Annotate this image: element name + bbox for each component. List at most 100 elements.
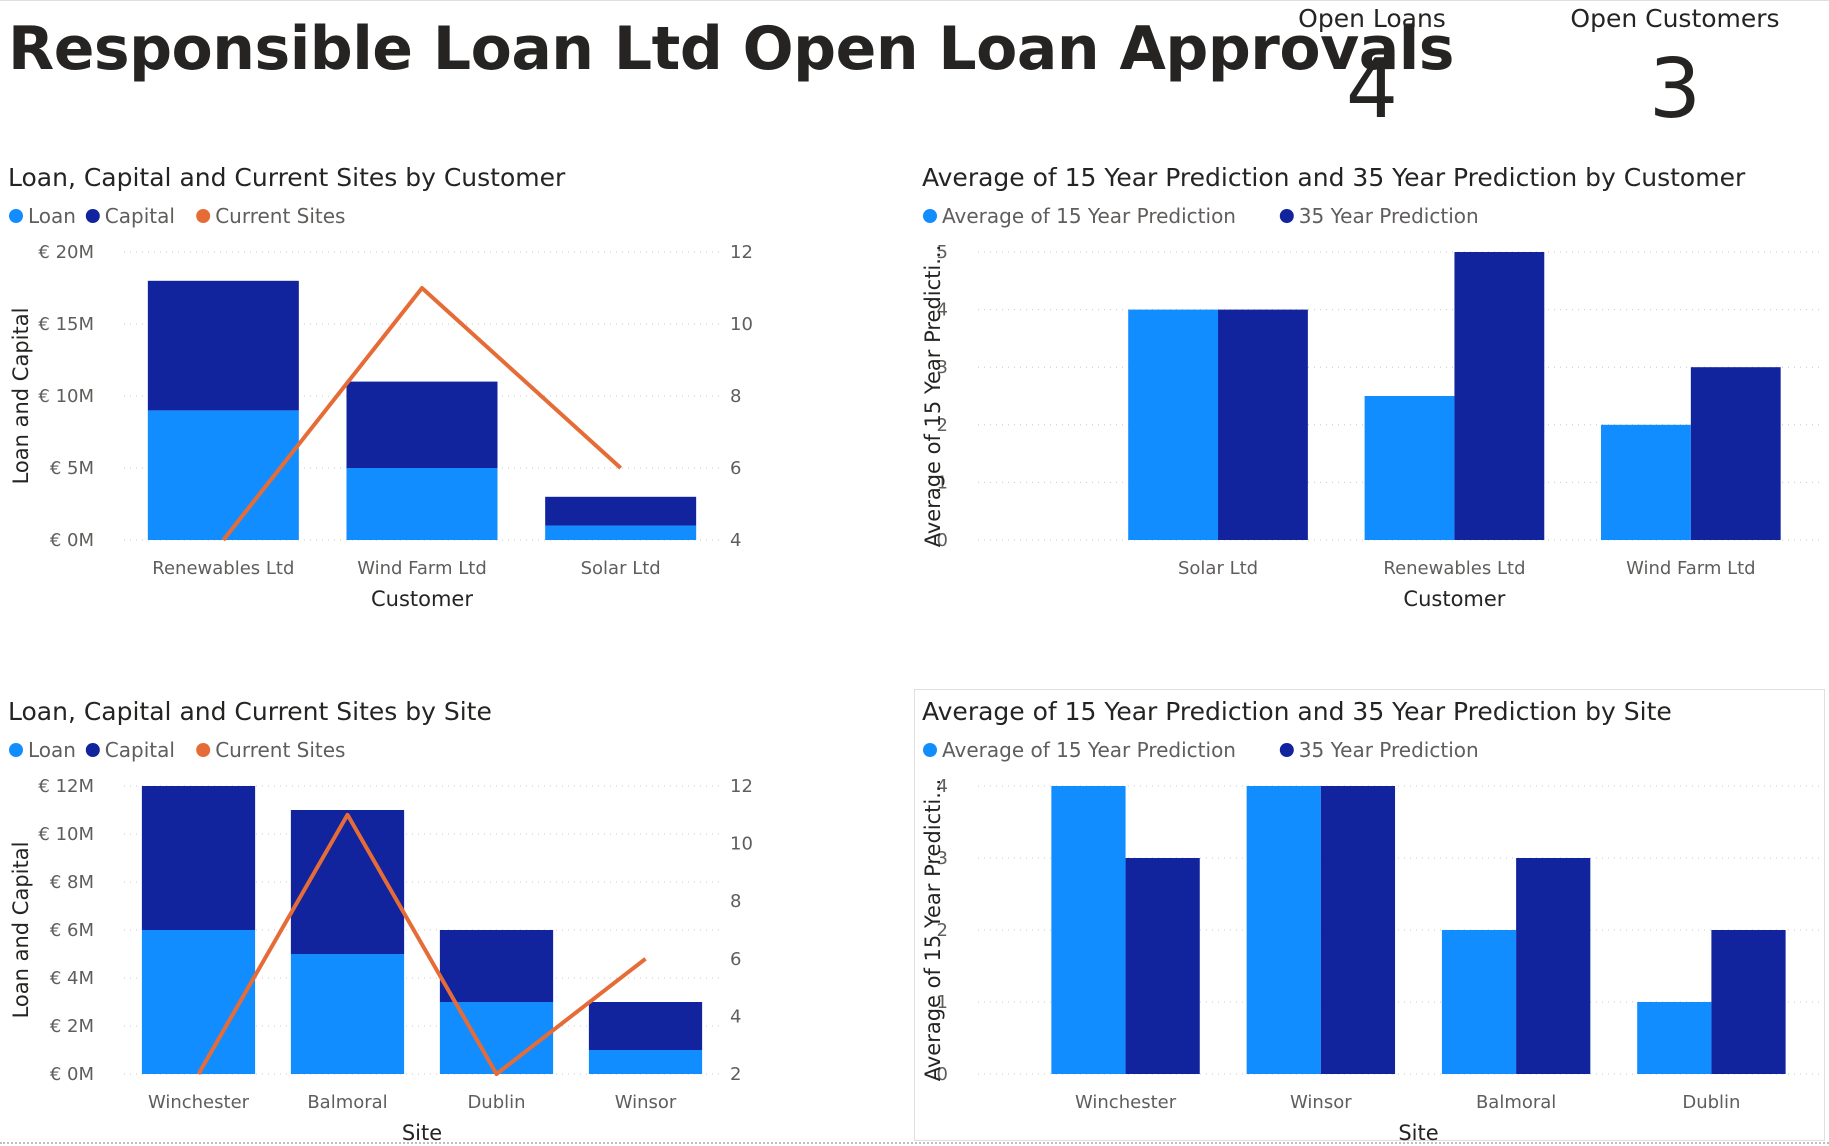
visual-cluster-customer[interactable]: Average of 15 Year Prediction and 35 Yea… — [914, 148, 1824, 618]
bar-35-year-winsor — [1320, 786, 1396, 1074]
bar-avg-15-year-winsor — [1246, 786, 1321, 1074]
legend-marker-0 — [9, 209, 23, 223]
open-customers-value: 3 — [1648, 42, 1702, 137]
y-axis-title: Loan and Capital — [9, 308, 33, 485]
y-tick-label: € 15M — [38, 314, 94, 335]
legend-marker-1 — [1279, 209, 1294, 223]
legend-label-0: Loan — [28, 204, 76, 228]
legend-label-2: Current Sites — [215, 738, 345, 762]
bar-loan-winchester — [141, 930, 256, 1074]
open-loans-label: Open Loans — [1298, 4, 1446, 33]
y-tick-label: € 12M — [38, 776, 94, 797]
x-tick-label: Wind Farm Ltd — [357, 558, 487, 579]
legend-marker-1 — [85, 743, 100, 757]
bar-avg-15-year-winchester — [1051, 786, 1126, 1074]
y-tick-label: 0 — [937, 1064, 948, 1085]
y-tick-label: 3 — [937, 848, 948, 869]
x-tick-label: Winsor — [1290, 1092, 1352, 1113]
bar-avg-15-year-wind-farm-ltd — [1601, 424, 1691, 540]
page-top-border — [0, 0, 1829, 1]
bar-avg-15-year-renewables-ltd — [1364, 396, 1455, 540]
legend-label-1: Capital — [105, 204, 175, 228]
y-tick-label: 1 — [937, 472, 948, 493]
chart-cluster-site: Average of 15 Year Prediction and 35 Yea… — [921, 697, 1824, 1144]
x-axis-title: Customer — [1403, 587, 1505, 611]
x-axis-title: Customer — [371, 587, 473, 611]
bar-avg-15-year-solar-ltd — [1128, 309, 1219, 540]
bar-35-year-wind-farm-ltd — [1690, 367, 1781, 540]
legend-label-0: Average of 15 Year Prediction — [942, 738, 1236, 762]
legend-label-1: 35 Year Prediction — [1299, 204, 1479, 228]
bar-loan-balmoral — [290, 954, 405, 1074]
y-axis-title: Average of 15 Year Predicti... — [921, 779, 945, 1082]
y-axis-title: Average of 15 Year Predicti... — [921, 245, 945, 548]
open-loans-value: 4 — [1345, 42, 1399, 137]
bar-capital-winchester — [141, 786, 256, 930]
bar-loan-wind-farm-ltd — [346, 468, 498, 540]
y2-tick-label: 8 — [730, 891, 741, 912]
y-tick-label: € 20M — [38, 242, 94, 263]
bar-loan-solar-ltd — [545, 525, 697, 540]
y-tick-label: € 2M — [50, 1016, 94, 1037]
bar-loan-winsor — [588, 1050, 703, 1074]
bar-35-year-solar-ltd — [1218, 309, 1308, 540]
bar-capital-winsor — [588, 1002, 703, 1050]
x-tick-label: Dublin — [1682, 1092, 1740, 1113]
open-loans-card[interactable]: Open Loans 4 — [1242, 2, 1502, 140]
visual-cluster-site[interactable]: Average of 15 Year Prediction and 35 Yea… — [914, 682, 1824, 1144]
open-customers-card[interactable]: Open Customers 3 — [1545, 2, 1805, 140]
visual-title: Loan, Capital and Current Sites by Site — [8, 697, 492, 726]
chart-combo-customer: Loan, Capital and Current Sites by Custo… — [8, 163, 753, 611]
bar-35-year-winchester — [1125, 858, 1200, 1074]
y2-tick-label: 4 — [730, 530, 741, 551]
line-current-sites — [196, 812, 647, 1076]
x-tick-label: Winsor — [615, 1092, 677, 1113]
legend-label-0: Average of 15 Year Prediction — [942, 204, 1236, 228]
x-tick-label: Balmoral — [1476, 1092, 1556, 1113]
y-tick-label: € 10M — [38, 386, 94, 407]
x-tick-label: Solar Ltd — [1178, 558, 1258, 579]
y2-tick-label: 10 — [730, 314, 753, 335]
chart-cluster-customer: Average of 15 Year Prediction and 35 Yea… — [921, 163, 1824, 611]
y2-tick-label: 4 — [730, 1006, 741, 1027]
y-tick-label: € 4M — [50, 968, 94, 989]
page-title: Responsible Loan Ltd Open Loan Approvals — [8, 14, 1455, 84]
legend-label-0: Loan — [28, 738, 76, 762]
y-tick-label: € 0M — [50, 530, 94, 551]
visual-title: Average of 15 Year Prediction and 35 Yea… — [922, 697, 1672, 726]
visual-combo-customer[interactable]: Loan, Capital and Current Sites by Custo… — [0, 148, 900, 618]
legend-marker-0 — [9, 743, 23, 757]
legend-label-1: 35 Year Prediction — [1299, 738, 1479, 762]
legend-marker-2 — [196, 209, 211, 223]
y-tick-label: 4 — [937, 300, 948, 321]
y2-tick-label: 2 — [730, 1064, 741, 1085]
bar-35-year-dublin — [1711, 930, 1786, 1074]
y-tick-label: 2 — [937, 415, 948, 436]
x-axis-title: Site — [1398, 1121, 1438, 1144]
chart-combo-site: Loan, Capital and Current Sites by Site L… — [8, 697, 753, 1144]
y-tick-label: € 6M — [50, 920, 94, 941]
y-tick-label: 2 — [937, 920, 948, 941]
y-tick-label: 5 — [937, 242, 948, 263]
bar-35-year-balmoral — [1516, 858, 1591, 1074]
bar-avg-15-year-balmoral — [1441, 930, 1517, 1074]
legend-label-2: Current Sites — [215, 204, 345, 228]
x-tick-label: Solar Ltd — [581, 558, 661, 579]
visual-combo-site[interactable]: Loan, Capital and Current Sites by Site L… — [0, 682, 900, 1144]
y-tick-label: € 8M — [50, 872, 94, 893]
x-tick-label: Dublin — [467, 1092, 525, 1113]
bar-35-year-renewables-ltd — [1454, 252, 1545, 540]
page-bottom-border — [0, 1142, 1829, 1144]
visual-title: Loan, Capital and Current Sites by Custo… — [8, 163, 566, 192]
legend-marker-0 — [923, 743, 937, 757]
bar-capital-solar-ltd — [545, 496, 697, 526]
y2-tick-label: 6 — [730, 949, 741, 970]
x-tick-label: Renewables Ltd — [152, 558, 294, 579]
bar-loan-dublin — [439, 1002, 554, 1074]
y2-tick-label: 10 — [730, 834, 753, 855]
bar-capital-dublin — [439, 930, 554, 1002]
bar-capital-wind-farm-ltd — [346, 381, 498, 468]
y-tick-label: € 0M — [50, 1064, 94, 1085]
x-tick-label: Winchester — [148, 1092, 250, 1113]
x-tick-label: Wind Farm Ltd — [1626, 558, 1756, 579]
